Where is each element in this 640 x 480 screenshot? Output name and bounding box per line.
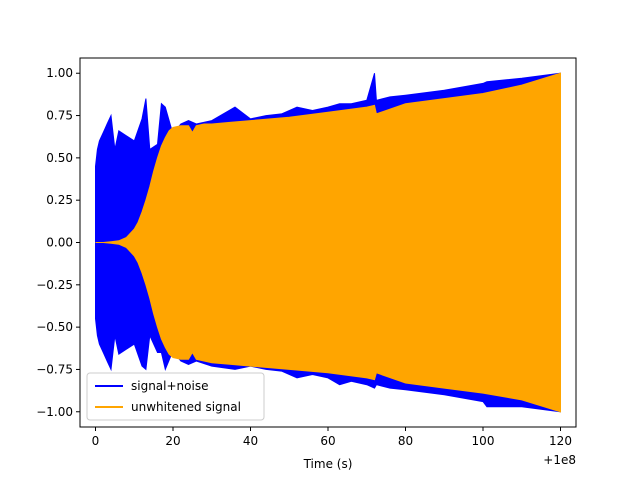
y-tick-label: 0.50 [46,151,73,165]
y-tick-label: −1.00 [36,405,73,419]
x-tick-label: 0 [92,434,100,448]
legend-label: unwhitened signal [131,400,241,414]
x-tick-label: 60 [320,434,335,448]
plot-area [95,72,561,413]
x-tick-label: 80 [398,434,413,448]
legend-label: signal+noise [131,379,208,393]
y-tick-label: −0.50 [36,320,73,334]
legend: signal+noise unwhitened signal [86,372,265,421]
series-unwhitened-signal [95,72,561,413]
x-offset-label: +1e8 [543,453,576,467]
x-tick-label: 20 [165,434,180,448]
x-tick-label: 40 [243,434,258,448]
x-tick-label: 120 [549,434,572,448]
y-tick-label: 0.25 [46,193,73,207]
axes: 0 20 40 60 80 100 120 −1.00 −0.75 −0.50 −0.25 0.00 0… [36,57,577,448]
x-tick-label: 100 [472,434,495,448]
y-tick-label: 1.00 [46,66,73,80]
y-tick-label: 0.75 [46,109,73,123]
y-tick-label: 0.00 [46,236,73,250]
y-tick-label: −0.25 [36,278,73,292]
x-axis-label: Time (s) [303,457,353,471]
y-tick-label: −0.75 [36,362,73,376]
legend-box [86,372,265,421]
